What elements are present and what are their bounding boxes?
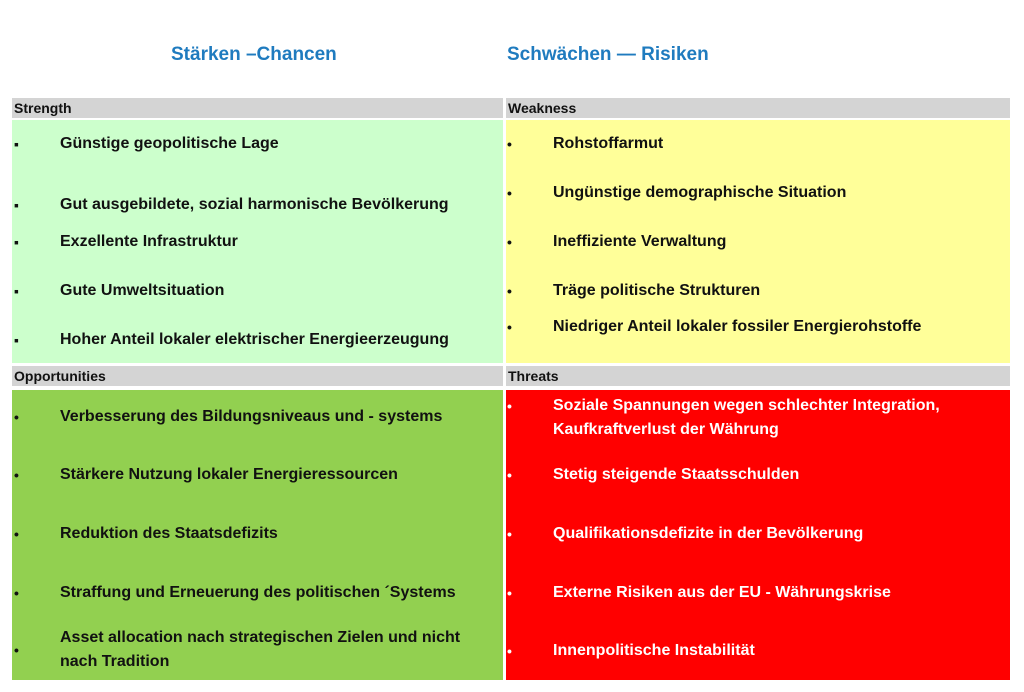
bullet-icon: •: [14, 585, 19, 601]
bullet-icon: •: [507, 398, 512, 414]
strength-item: Gut ausgebildete, sozial harmonische Bev…: [60, 196, 449, 213]
bullet-icon: •: [507, 319, 512, 335]
threats-item: Externe Risiken aus der EU - Währungskri…: [553, 584, 891, 601]
title-weaknesses-threats: Schwächen — Risiken: [507, 44, 709, 65]
threats-item: Innenpolitische Instabilität: [553, 642, 755, 659]
strength-box: [12, 120, 503, 363]
bullet-icon: ▪: [14, 136, 19, 152]
weakness-item: Rohstoffarmut: [553, 135, 664, 152]
bullet-icon: ▪: [14, 283, 19, 299]
weakness-item: Träge politische Strukturen: [553, 282, 761, 299]
bullet-icon: •: [507, 643, 512, 659]
bullet-icon: •: [14, 467, 19, 483]
title-strengths-opportunities: Stärken –Chancen: [171, 44, 337, 65]
strength-item: Gute Umweltsituation: [60, 282, 225, 299]
bullet-icon: •: [507, 526, 512, 542]
opportunities-item: Straffung und Erneuerung des politischen…: [60, 584, 456, 601]
bullet-icon: ▪: [14, 332, 19, 348]
weakness-header: Weakness: [506, 98, 1010, 118]
threats-item: Stetig steigende Staatsschulden: [553, 466, 800, 483]
opportunities-item: Reduktion des Staatsdefizits: [60, 525, 278, 542]
bullet-icon: •: [507, 185, 512, 201]
opportunities-item: Stärkere Nutzung lokaler Energieressourc…: [60, 466, 398, 483]
bullet-icon: •: [507, 467, 512, 483]
bullet-icon: •: [507, 136, 512, 152]
strength-item: Hoher Anteil lokaler elektrischer Energi…: [60, 331, 449, 348]
bullet-icon: •: [14, 409, 19, 425]
bullet-icon: •: [507, 234, 512, 250]
opportunities-item: Verbesserung des Bildungsniveaus und - s…: [60, 408, 443, 425]
bullet-icon: ▪: [14, 234, 19, 250]
strength-item: Exzellente Infrastruktur: [60, 233, 238, 250]
opportunities-box: [12, 390, 503, 680]
bullet-icon: •: [14, 642, 19, 658]
bullet-icon: •: [507, 283, 512, 299]
threats-item: Qualifikationsdefizite in der Bevölkerun…: [553, 525, 864, 542]
opportunities-header: Opportunities: [12, 366, 503, 386]
weakness-item: Niedriger Anteil lokaler fossiler Energi…: [553, 318, 922, 335]
strength-header: Strength: [12, 98, 503, 118]
bullet-icon: •: [507, 585, 512, 601]
weakness-box: [506, 120, 1010, 363]
threats-box: [506, 390, 1010, 680]
strength-item: Günstige geopolitische Lage: [60, 135, 279, 152]
weakness-item: Ungünstige demographische Situation: [553, 184, 847, 201]
opportunities-item: Asset allocation nach strategischen Ziel…: [60, 629, 461, 670]
weakness-item: Ineffiziente Verwaltung: [553, 233, 727, 250]
threats-item: Soziale Spannungen wegen schlechter Inte…: [553, 397, 940, 438]
bullet-icon: •: [14, 526, 19, 542]
bullet-icon: ▪: [14, 197, 19, 213]
threats-header: Threats: [506, 366, 1010, 386]
